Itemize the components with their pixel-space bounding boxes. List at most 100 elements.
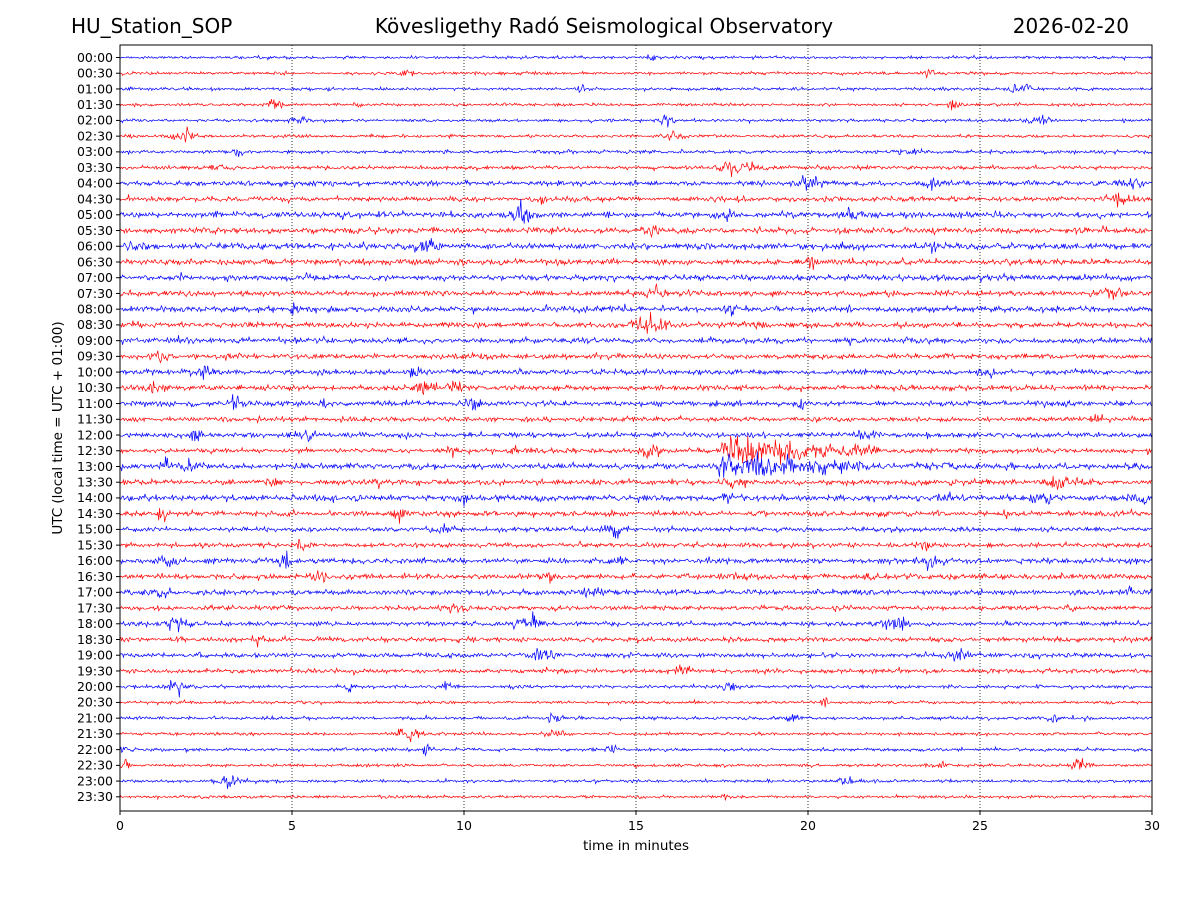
trace-line xyxy=(119,224,1152,239)
trace-line xyxy=(119,198,1153,224)
y-tick-label: 22:00 xyxy=(77,742,113,757)
trace-line xyxy=(119,365,1153,380)
y-tick-label: 14:30 xyxy=(77,506,113,521)
trace-line xyxy=(119,523,1153,539)
trace-line xyxy=(119,380,1153,395)
trace-line xyxy=(119,271,1153,284)
y-tick-label: 01:30 xyxy=(77,97,113,112)
y-axis-label: UTC (local time = UTC + 01:00) xyxy=(50,321,66,534)
x-axis-ticks: 0 5 10 15 20 25 30 xyxy=(116,811,1160,833)
trace-line xyxy=(119,550,1153,571)
chart-date: 2026-02-20 xyxy=(1012,14,1129,38)
trace-line xyxy=(119,634,1153,648)
y-tick-label: 13:30 xyxy=(77,475,113,490)
trace-line xyxy=(119,311,1153,334)
trace-line xyxy=(119,696,1153,708)
y-tick-label: 08:00 xyxy=(77,301,113,316)
x-tick-label: 30 xyxy=(1144,818,1160,833)
trace-line xyxy=(119,283,1153,300)
trace-line xyxy=(119,161,1153,178)
y-tick-label: 01:00 xyxy=(77,81,113,96)
trace-line xyxy=(119,68,1153,79)
trace-line xyxy=(119,174,1153,191)
y-tick-label: 11:30 xyxy=(77,412,113,427)
trace-line xyxy=(119,413,1153,424)
y-tick-label: 08:30 xyxy=(77,317,113,332)
y-tick-label: 06:30 xyxy=(77,254,113,269)
y-tick-label: 20:30 xyxy=(77,695,113,710)
chart-title: Kövesligethy Radó Seismological Observat… xyxy=(0,14,1200,38)
seismogram-traces xyxy=(119,54,1153,801)
x-tick-label: 25 xyxy=(972,818,988,833)
y-tick-label: 02:30 xyxy=(77,128,113,143)
trace-line xyxy=(119,238,1153,254)
trace-line xyxy=(120,302,1153,317)
x-tick-label: 20 xyxy=(800,818,816,833)
y-tick-label: 23:30 xyxy=(77,789,113,804)
trace-line xyxy=(119,83,1153,94)
trace-line xyxy=(119,507,1153,524)
x-tick-label: 0 xyxy=(116,818,124,833)
trace-line xyxy=(119,147,1153,157)
trace-line xyxy=(119,603,1153,614)
trace-line xyxy=(119,491,1153,507)
y-tick-label: 00:00 xyxy=(77,50,113,65)
y-tick-label: 15:00 xyxy=(77,522,113,537)
trace-line xyxy=(119,429,1153,443)
y-tick-label: 04:00 xyxy=(77,176,113,191)
trace-line xyxy=(119,335,1153,346)
y-tick-label: 02:00 xyxy=(77,113,113,128)
grid-lines xyxy=(291,45,981,811)
y-tick-label: 18:00 xyxy=(77,616,113,631)
trace-line xyxy=(119,648,1153,662)
x-tick-label: 15 xyxy=(628,818,644,833)
y-tick-label: 00:30 xyxy=(77,66,113,81)
trace-line xyxy=(119,728,1153,743)
trace-line xyxy=(119,54,1153,62)
y-tick-label: 13:00 xyxy=(77,459,113,474)
y-tick-label: 04:30 xyxy=(77,191,113,206)
y-tick-label: 22:30 xyxy=(77,758,113,773)
trace-line xyxy=(119,256,1153,270)
trace-line xyxy=(119,611,1153,633)
y-tick-label: 21:00 xyxy=(77,710,113,725)
y-tick-label: 03:30 xyxy=(77,160,113,175)
x-tick-label: 5 xyxy=(288,818,296,833)
y-tick-label: 07:00 xyxy=(77,270,113,285)
trace-line xyxy=(119,126,1153,143)
trace-line xyxy=(119,394,1153,411)
y-tick-label: 12:00 xyxy=(77,427,113,442)
y-axis-ticks: 00:0000:3001:0001:3002:0002:3003:0003:30… xyxy=(77,50,120,804)
y-tick-label: 16:30 xyxy=(77,569,113,584)
station-name: HU_Station_SOP xyxy=(71,14,233,38)
y-tick-label: 03:00 xyxy=(77,144,113,159)
y-tick-label: 09:30 xyxy=(77,349,113,364)
chart-title-text: Kövesligethy Radó Seismological Observat… xyxy=(374,14,834,38)
y-tick-label: 05:00 xyxy=(77,207,113,222)
y-tick-label: 23:00 xyxy=(77,773,113,788)
trace-line xyxy=(119,680,1153,698)
y-tick-label: 10:30 xyxy=(77,380,113,395)
y-tick-label: 20:00 xyxy=(77,679,113,694)
y-tick-label: 17:00 xyxy=(77,585,113,600)
y-tick-label: 14:00 xyxy=(77,490,113,505)
y-tick-label: 12:30 xyxy=(77,443,113,458)
trace-line xyxy=(119,711,1153,724)
y-tick-label: 19:00 xyxy=(77,648,113,663)
trace-line xyxy=(119,114,1153,128)
x-tick-label: 10 xyxy=(456,818,472,833)
y-tick-label: 19:30 xyxy=(77,663,113,678)
y-tick-label: 17:30 xyxy=(77,600,113,615)
trace-line xyxy=(119,758,1153,771)
y-tick-label: 21:30 xyxy=(77,726,113,741)
trace-line xyxy=(119,585,1153,599)
trace-line xyxy=(119,793,1153,801)
trace-line xyxy=(119,98,1153,111)
trace-line xyxy=(119,774,1153,789)
trace-line xyxy=(119,451,1153,478)
y-tick-label: 18:30 xyxy=(77,632,113,647)
y-tick-label: 05:30 xyxy=(77,223,113,238)
trace-line xyxy=(119,570,1153,584)
trace-line xyxy=(119,664,1153,677)
